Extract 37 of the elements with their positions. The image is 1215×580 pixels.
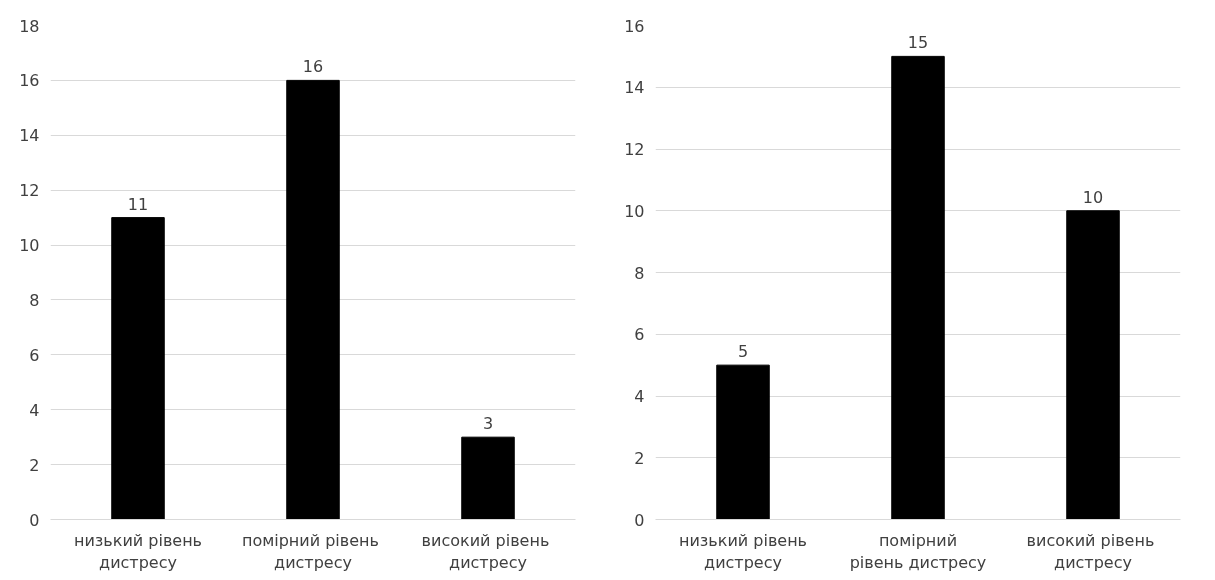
x-tick-label: помірний рівень дистресу (849, 530, 987, 573)
y-tick-label: 0 (29, 510, 40, 530)
bar (286, 79, 340, 520)
x-tick-label: високий рівень дистресу (421, 530, 550, 573)
y-tick-label: 14 (19, 126, 40, 146)
bar (111, 217, 165, 520)
x-tick-label: високий рівень дистресу (1026, 530, 1155, 573)
y-tick-label: 14 (624, 78, 645, 98)
y-tick-label: 8 (634, 263, 645, 283)
y-tick-label: 4 (29, 400, 40, 420)
data-label: 5 (737, 342, 749, 362)
y-tick-label: 4 (634, 387, 645, 406)
y-tick-label: 12 (19, 181, 40, 201)
x-tick-label: низький рівень дистресу (678, 530, 808, 573)
y-tick-label: 10 (19, 236, 40, 256)
y-tick-label: 16 (624, 16, 645, 36)
y-tick-label: 6 (634, 325, 645, 345)
data-label: 15 (907, 33, 929, 53)
y-tick-label: 16 (19, 71, 40, 91)
bar (1066, 210, 1120, 520)
x-tick-label: низький рівень дистресу (73, 530, 203, 573)
y-tick-label: 10 (624, 201, 645, 221)
bar (891, 55, 945, 520)
x-tick-label: помірний рівень дистресу (241, 530, 379, 573)
y-tick-label: 6 (29, 345, 40, 365)
y-tick-label: 2 (29, 455, 40, 475)
data-label: 11 (127, 194, 149, 214)
data-label: 3 (482, 414, 494, 434)
bar (461, 436, 515, 520)
data-label: 10 (1082, 187, 1104, 207)
y-tick-label: 0 (634, 510, 645, 530)
y-tick-label: 12 (624, 140, 645, 159)
y-tick-label: 2 (634, 448, 645, 468)
data-label: 16 (302, 57, 324, 77)
y-tick-label: 18 (19, 16, 40, 36)
y-tick-label: 8 (29, 290, 40, 310)
bar (716, 364, 770, 520)
